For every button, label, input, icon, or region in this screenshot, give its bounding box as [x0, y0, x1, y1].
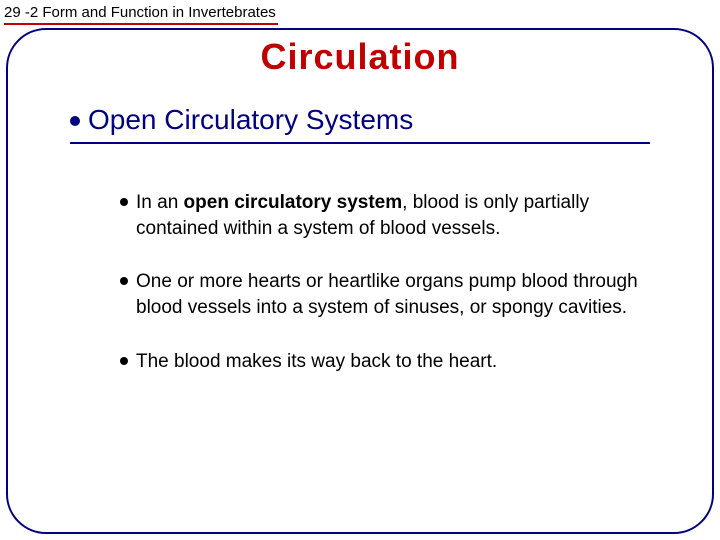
bullet-text: In an open circulatory system, blood is …: [136, 190, 660, 241]
header-label: 29 -2 Form and Function in Invertebrates: [4, 4, 278, 25]
bullet-text: The blood makes its way back to the hear…: [136, 349, 497, 375]
bullet-icon: [120, 357, 128, 365]
list-item: The blood makes its way back to the hear…: [120, 349, 660, 375]
bullet-icon: [120, 277, 128, 285]
subheading-row: Open Circulatory Systems: [70, 104, 650, 144]
bullet-icon: [120, 198, 128, 206]
bullet-text: One or more hearts or heartlike organs p…: [136, 269, 660, 320]
list-item: In an open circulatory system, blood is …: [120, 190, 660, 241]
bullet-icon: [70, 116, 80, 126]
bullet-list: In an open circulatory system, blood is …: [120, 190, 660, 402]
list-item: One or more hearts or heartlike organs p…: [120, 269, 660, 320]
subheading-text: Open Circulatory Systems: [88, 104, 413, 136]
slide-title: Circulation: [0, 36, 720, 78]
